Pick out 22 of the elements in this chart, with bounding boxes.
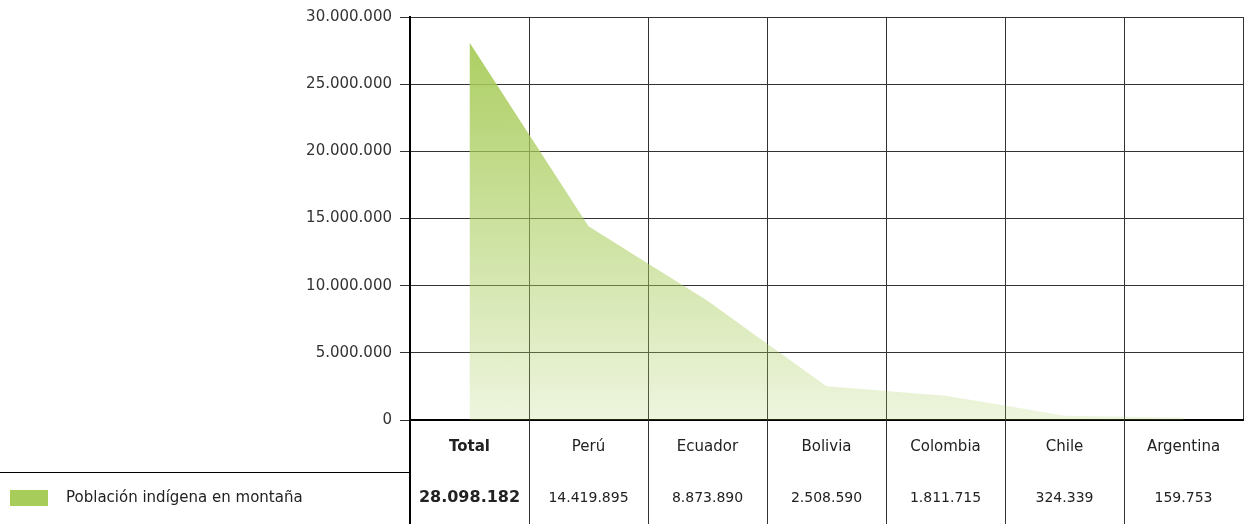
x-tick-label: Total: [449, 436, 490, 455]
y-tick-label: 30.000.000: [306, 6, 392, 25]
data-label: 159.753: [1154, 488, 1213, 505]
data-label: 324.339: [1035, 488, 1094, 505]
x-tick-label: Perú: [571, 436, 606, 455]
y-tick-label: 5.000.000: [315, 342, 392, 361]
y-tick-label: 10.000.000: [306, 275, 392, 294]
data-label: 8.873.890: [671, 488, 744, 505]
y-tick-label: 25.000.000: [306, 74, 392, 93]
data-label: 28.098.182: [418, 487, 521, 507]
x-tick-label: Bolivia: [801, 436, 852, 455]
x-tick-label: Ecuador: [676, 436, 739, 455]
x-tick-label: Colombia: [910, 436, 981, 455]
x-tick-label: Argentina: [1146, 436, 1221, 455]
legend-label: Población indígena en montaña: [66, 487, 303, 506]
data-label: 2.508.590: [790, 488, 863, 505]
y-tick-label: 0: [382, 409, 392, 428]
data-label: 14.419.895: [548, 488, 629, 505]
y-tick-label: 20.000.000: [306, 141, 392, 160]
data-label: 1.811.715: [909, 488, 982, 505]
x-tick-label: Chile: [1045, 436, 1084, 455]
y-tick-label: 15.000.000: [306, 208, 392, 227]
